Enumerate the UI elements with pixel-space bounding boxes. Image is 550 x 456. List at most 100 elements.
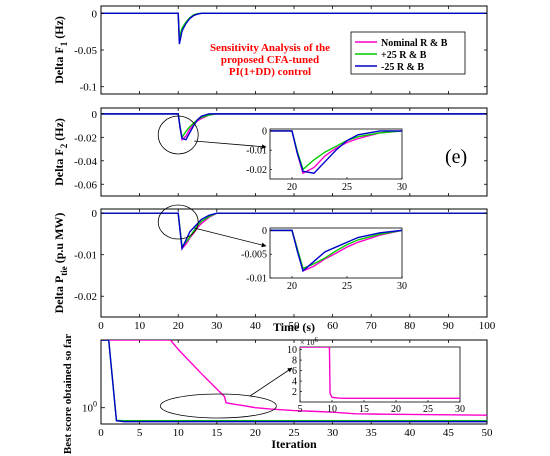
panel-1-ylabel-main: Delta F xyxy=(52,46,66,84)
inset-3-series-2 xyxy=(270,229,402,273)
inset-3-y-tick-label: -0.01 xyxy=(246,274,267,285)
panel-3-y-tick-label: -0.01 xyxy=(74,250,97,262)
inset-3-x-tick-label: 25 xyxy=(342,281,352,292)
inset-4-x-tick-label: 20 xyxy=(391,404,401,415)
panel-2-ylabel-main: Delta F xyxy=(52,148,66,186)
panel-3-ylabel: Delta Ptie (p.u MW) xyxy=(52,213,69,314)
legend-label-2: -25 R & B xyxy=(381,62,424,73)
inset-4-x-tick-label: 5 xyxy=(298,404,303,415)
panel-3-x-tick-label: 40 xyxy=(250,320,262,332)
legend-label-0: Nominal R & B xyxy=(381,38,448,49)
panel-4-x-tick-label: 40 xyxy=(404,427,416,439)
panel-4-x-tick-label: 20 xyxy=(250,427,262,439)
panel-2-ylabel-sub: 2 xyxy=(59,143,69,148)
panel-2-ylabel: Delta F2 (Hz) xyxy=(52,118,69,186)
inset-4-exponent-sup: 6 xyxy=(315,336,319,344)
inset-4-x-tick-label: 15 xyxy=(359,404,369,415)
panel-4-series-2 xyxy=(101,340,487,423)
panel-3-x-tick-label: 80 xyxy=(404,320,416,332)
panel-4-x-tick-label: 15 xyxy=(211,427,223,439)
inset-2-series-2 xyxy=(270,130,402,174)
panel-2-y-tick-label: 0 xyxy=(92,109,98,121)
panel-3-x-tick-label: 10 xyxy=(134,320,146,332)
inset-4-x-tick-label: 25 xyxy=(423,404,433,415)
panel-3-x-tick-label: 100 xyxy=(479,320,496,332)
panel-4-y-tick-exp: 0 xyxy=(93,400,97,409)
inset-4-y-tick-label: 4 xyxy=(292,377,297,388)
panel-1-ylabel: Delta F1 (Hz) xyxy=(52,16,69,84)
panel-3-series-2 xyxy=(101,212,487,252)
panel-3-x-tick-label: 20 xyxy=(173,320,185,332)
panel-4-series-0 xyxy=(101,340,487,416)
panel-1-y-tick-label: -0.1 xyxy=(80,82,97,94)
panel-4-x-tick-label: 0 xyxy=(98,427,104,439)
annotation-line: proposed CFA-tuned xyxy=(221,54,319,66)
inset-2-y-tick-label: 0 xyxy=(262,126,267,137)
inset-4-x-tick-label: 10 xyxy=(327,404,337,415)
zoom-ellipse-4 xyxy=(159,393,277,419)
panel-3-x-tick-label: 0 xyxy=(98,320,104,332)
panel-4-x-tick-label: 45 xyxy=(443,427,455,439)
inset-3-y-tick-label: -0.005 xyxy=(241,250,267,261)
panel-4-x-tick-label: 50 xyxy=(482,427,494,439)
inset-4-series-0 xyxy=(300,347,460,400)
panel-1-series-2 xyxy=(101,12,487,45)
panel-3-x-tick-label: 30 xyxy=(211,320,223,332)
panel-1-ylabel-sub: 1 xyxy=(59,41,69,46)
panel-3-x-tick-label: 90 xyxy=(443,320,455,332)
inset-4-y-tick-label: 6 xyxy=(292,366,297,377)
panel-1-ylabel-unit: (Hz) xyxy=(52,16,66,42)
panel-1-y-tick-label: -0.05 xyxy=(74,45,97,57)
panel-4-x-tick-label: 5 xyxy=(137,427,143,439)
panel-3-xlabel: Time (s) xyxy=(273,320,315,334)
zoom-arrow xyxy=(194,227,267,248)
panel-4-xlabel: Iteration xyxy=(271,437,317,451)
zoom-ellipse xyxy=(157,115,199,155)
panel-3-x-tick-label: 50 xyxy=(289,320,301,332)
panel-2-y-tick-label: -0.04 xyxy=(74,156,97,168)
inset-4-exponent: × 106 xyxy=(300,336,319,347)
inset-3-x-tick-label: 30 xyxy=(397,281,407,292)
panel-4-ylabel: Best score obtained so far xyxy=(62,334,74,454)
inset-4-axes xyxy=(299,346,461,403)
panel-2-y-tick-label: -0.06 xyxy=(74,179,97,191)
panel-3-ylabel-sub: tie xyxy=(59,266,69,276)
annotation-line: PI(1+DD) control xyxy=(229,66,311,78)
panel-4-y-tick-label: 100 xyxy=(82,400,97,415)
panel-4-x-tick-label: 35 xyxy=(366,427,378,439)
panel-2-series-2 xyxy=(101,113,487,141)
inset-2-x-tick-label: 20 xyxy=(287,182,297,193)
inset-4-y-tick-label: 10 xyxy=(287,345,297,356)
inset-3-y-tick-label: 0 xyxy=(262,226,267,237)
inset-3-x-tick-label: 20 xyxy=(287,281,297,292)
panel-4-y-tick-base: 10 xyxy=(82,403,94,415)
panel-4-x-tick-label: 25 xyxy=(289,427,301,439)
panel-3-y-tick-label: 0 xyxy=(92,208,98,220)
panel-3-ylabel-unit: (p.u MW) xyxy=(52,213,66,267)
inset-2-axes xyxy=(269,128,403,180)
panel-4-x-tick-label: 30 xyxy=(327,427,339,439)
legend-label-1: +25 R & B xyxy=(381,50,427,61)
inset-4-x-tick-label: 30 xyxy=(455,404,465,415)
panel-1-y-tick-label: 0 xyxy=(92,8,98,20)
inset-2-y-tick-label: -0.02 xyxy=(246,165,267,176)
zoom-arrow-4 xyxy=(249,367,293,397)
inset-2-y-tick-label: -0.01 xyxy=(246,146,267,157)
panel-2-ylabel-unit: (Hz) xyxy=(52,118,66,144)
panel-3-y-tick-label: -0.02 xyxy=(74,291,97,303)
legend-box xyxy=(350,31,466,75)
panel-4-ylabel-main: Best score obtained so far xyxy=(62,334,74,454)
panel-3-x-tick-label: 70 xyxy=(366,320,378,332)
panel-3-x-tick-label: 60 xyxy=(327,320,339,332)
panel-4-x-tick-label: 10 xyxy=(173,427,185,439)
zoom-arrow xyxy=(194,140,267,150)
inset-2-x-tick-label: 30 xyxy=(397,182,407,193)
inset-2-x-tick-label: 25 xyxy=(342,182,352,193)
panel-3-ylabel-main: Delta P xyxy=(52,276,66,314)
inset-4-y-tick-label: 8 xyxy=(292,356,297,367)
inset-4-exponent-base: × 10 xyxy=(300,338,315,347)
panel-2-y-tick-label: -0.02 xyxy=(74,132,97,144)
inset-4-y-tick-label: 2 xyxy=(292,387,297,398)
annotation-line: Sensitivity Analysis of the xyxy=(210,42,330,54)
